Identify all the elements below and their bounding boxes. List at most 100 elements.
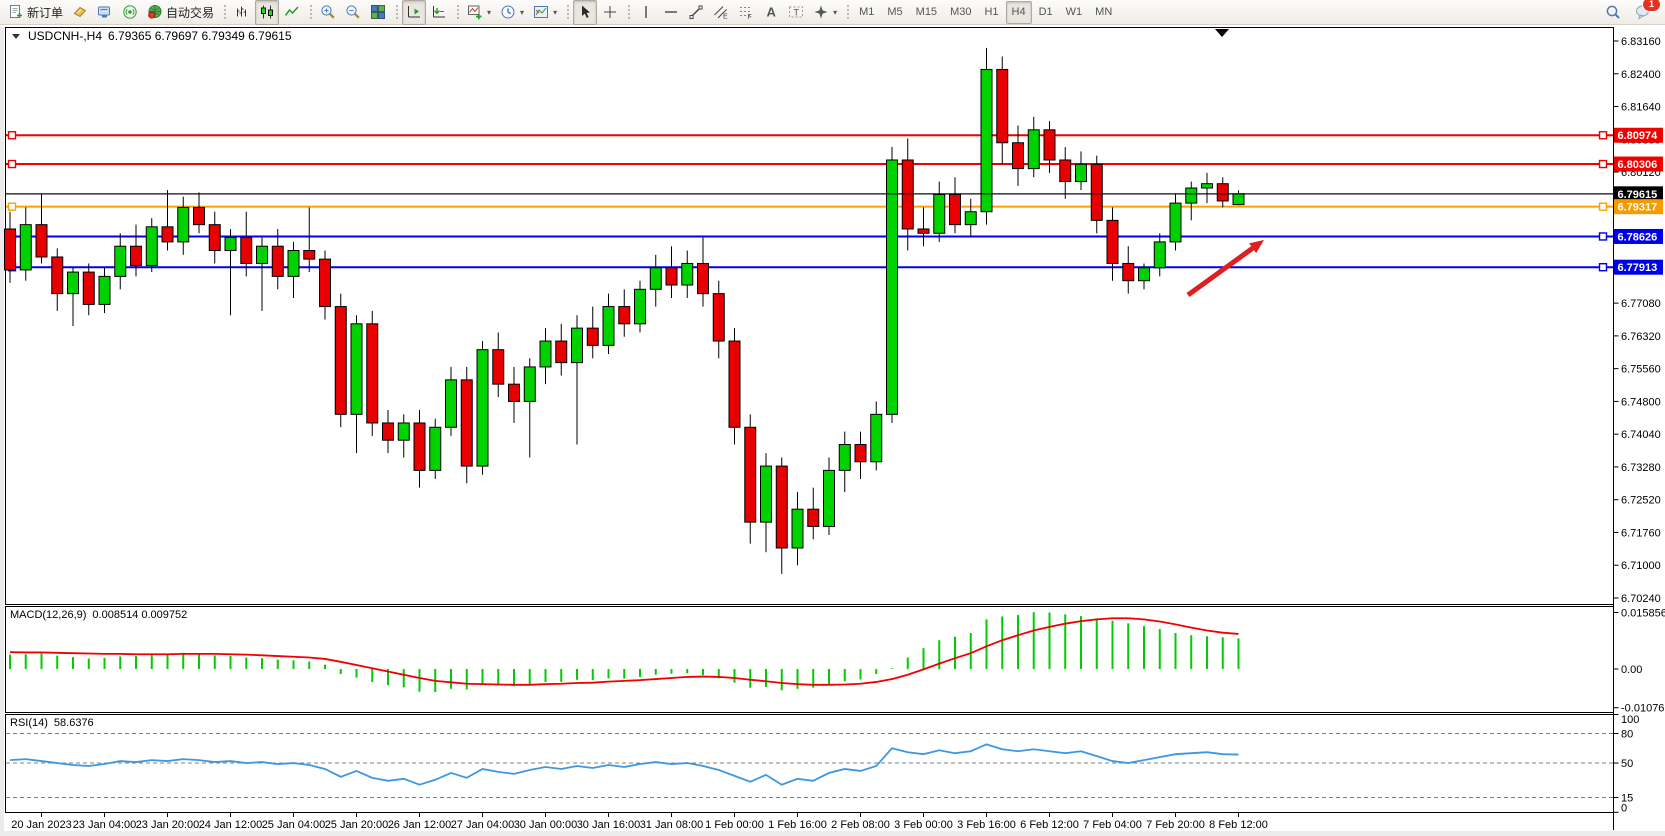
price-badge-label: 6.77913 — [1618, 262, 1658, 274]
zoom-out-icon — [346, 5, 360, 19]
date-tick-label: 7 Feb 20:00 — [1146, 819, 1205, 831]
tiles-icon — [371, 5, 386, 19]
hline-handle[interactable] — [1598, 131, 1608, 140]
templates-button[interactable]: ▾ — [529, 0, 561, 25]
chart-bars-button[interactable] — [230, 0, 254, 25]
chart-bars-icon — [237, 6, 247, 17]
chart-line-button[interactable] — [280, 0, 304, 25]
signals-button[interactable] — [118, 0, 142, 25]
date-tick-label: 7 Feb 04:00 — [1083, 819, 1142, 831]
price-badge-6.80306 — [1614, 156, 1663, 172]
autotrade-button[interactable]: 自动交易 — [143, 0, 218, 25]
account-ticket-button[interactable] — [68, 0, 92, 25]
chat-button[interactable]: 1 — [1631, 0, 1661, 25]
hline-handle[interactable] — [7, 159, 17, 169]
candle-body — [728, 340, 741, 428]
timeframe-m5-button[interactable]: M5 — [887, 5, 903, 18]
crosshair-button[interactable] — [598, 0, 622, 25]
draw-vertical-line-button[interactable] — [634, 0, 658, 25]
draw-equidistant-channel-button[interactable]: E — [709, 0, 733, 25]
cursor-button[interactable] — [573, 0, 598, 25]
candle-body — [1153, 241, 1166, 269]
periods-button[interactable]: ▾ — [496, 0, 528, 25]
hline-handle[interactable] — [1598, 232, 1608, 241]
date-tick-label: 23 Jan 20:00 — [136, 819, 200, 831]
hline-handle[interactable] — [1598, 263, 1608, 272]
main-toolbar: 新订单 自动交易 ▾ ▾ ▾ E F A T ▾ M1 M5 M15 M30 H1 H4 D1 W1 MN 1 — [0, 0, 1665, 25]
chat-unread-badge: 1 — [1642, 0, 1661, 12]
macd-axis[interactable]: 0.015856 0.00 -0.01076 — [1613, 608, 1665, 715]
svg-text:F: F — [748, 14, 752, 20]
ticket-icon — [73, 6, 87, 18]
chart-candles-icon — [261, 5, 274, 19]
price-tick-label: 6.74040 — [1621, 429, 1661, 441]
candle-body — [949, 193, 961, 226]
rsi-axis[interactable]: 100 80 50 150 — [1613, 714, 1640, 815]
hline-handle[interactable] — [7, 202, 17, 211]
autotrade-label: 自动交易 — [166, 5, 215, 20]
draw-text-label-button[interactable]: T — [784, 0, 808, 25]
hline-handle[interactable] — [1598, 159, 1608, 169]
templates-dropdown-icon[interactable]: ▾ — [553, 7, 558, 17]
main-pane[interactable] — [5, 27, 1614, 605]
arrows-tool-dropdown-icon[interactable]: ▾ — [833, 7, 838, 17]
symbol-dropdown-icon[interactable] — [12, 33, 20, 39]
rsi-tick-label: 50 — [1621, 758, 1633, 770]
candle-body — [870, 413, 883, 463]
chart-candlesticks-button[interactable] — [255, 0, 280, 25]
search-button[interactable] — [1601, 0, 1625, 25]
macd-pane[interactable] — [5, 606, 1614, 713]
indicators-list-button[interactable]: ▾ — [463, 0, 495, 25]
rsi-name: RSI(14) — [10, 717, 48, 729]
zoom-out-button[interactable] — [341, 0, 365, 25]
candle-body — [933, 193, 946, 234]
draw-text-button[interactable]: A — [759, 0, 783, 25]
tile-windows-button[interactable] — [366, 0, 390, 25]
price-tick-label: 6.77080 — [1621, 298, 1661, 310]
arrows-tool-button[interactable]: ▾ — [809, 0, 841, 25]
draw-horizontal-line-button[interactable] — [659, 0, 683, 25]
timeframe-w1-button[interactable]: W1 — [1065, 5, 1083, 18]
search-icon — [1606, 5, 1620, 19]
scroll-shift-marker — [1215, 29, 1229, 37]
draw-trendline-button[interactable] — [684, 0, 708, 25]
shift-end-of-chart-button[interactable] — [402, 0, 427, 25]
annotation-arrow-head[interactable] — [1249, 240, 1264, 254]
timeframe-m1-button[interactable]: M1 — [859, 5, 875, 18]
macd-values: 0.008514 0.009752 — [92, 609, 188, 621]
indicators-list-dropdown-icon[interactable]: ▾ — [487, 7, 492, 17]
macd-tick-label: 0.015856 — [1621, 608, 1665, 620]
timeframe-d1-button[interactable]: D1 — [1038, 5, 1053, 18]
price-badge-6.80974 — [1614, 127, 1663, 143]
macd-tick-label: -0.01076 — [1621, 703, 1664, 715]
date-axis[interactable]: 20 Jan 2023 23 Jan 04:00 23 Jan 20:00 24 Ja… — [11, 813, 1268, 831]
timeframe-m15-button[interactable]: M15 — [915, 5, 938, 18]
date-tick-label: 1 Feb 00:00 — [705, 819, 764, 831]
periods-dropdown-icon[interactable]: ▾ — [520, 7, 525, 17]
timeframe-h1-button[interactable]: H1 — [984, 5, 999, 18]
draw-fibonacci-button[interactable]: F — [734, 0, 758, 25]
terminal-window-button[interactable] — [93, 0, 117, 25]
symbol-info[interactable]: USDCNH-,H4 6.79365 6.79697 6.79349 6.796… — [12, 29, 292, 43]
rsi-indicator — [6, 733, 1613, 799]
candle-body — [271, 245, 284, 277]
date-tick-label: 2 Feb 08:00 — [831, 819, 890, 831]
candle-body — [665, 267, 678, 286]
zoom-in-button[interactable] — [316, 0, 340, 25]
timeframe-h4-button[interactable]: H4 — [1005, 0, 1032, 24]
annotation-arrow[interactable] — [1186, 246, 1255, 298]
candle-body — [571, 327, 583, 364]
auto-scroll-button[interactable] — [427, 0, 451, 25]
price-tick-label: 6.71000 — [1621, 560, 1661, 572]
candle-body — [224, 237, 237, 252]
candle-body — [1232, 193, 1245, 206]
timeframe-m30-button[interactable]: M30 — [950, 5, 972, 18]
candle-body — [823, 469, 835, 527]
new-order-button[interactable]: 新订单 — [4, 0, 67, 25]
timeframe-mn-button[interactable]: MN — [1095, 5, 1113, 18]
hline-handle[interactable] — [1598, 202, 1608, 211]
hline-handle[interactable] — [7, 131, 17, 140]
candle-body — [618, 306, 631, 325]
candle-body — [4, 228, 16, 271]
